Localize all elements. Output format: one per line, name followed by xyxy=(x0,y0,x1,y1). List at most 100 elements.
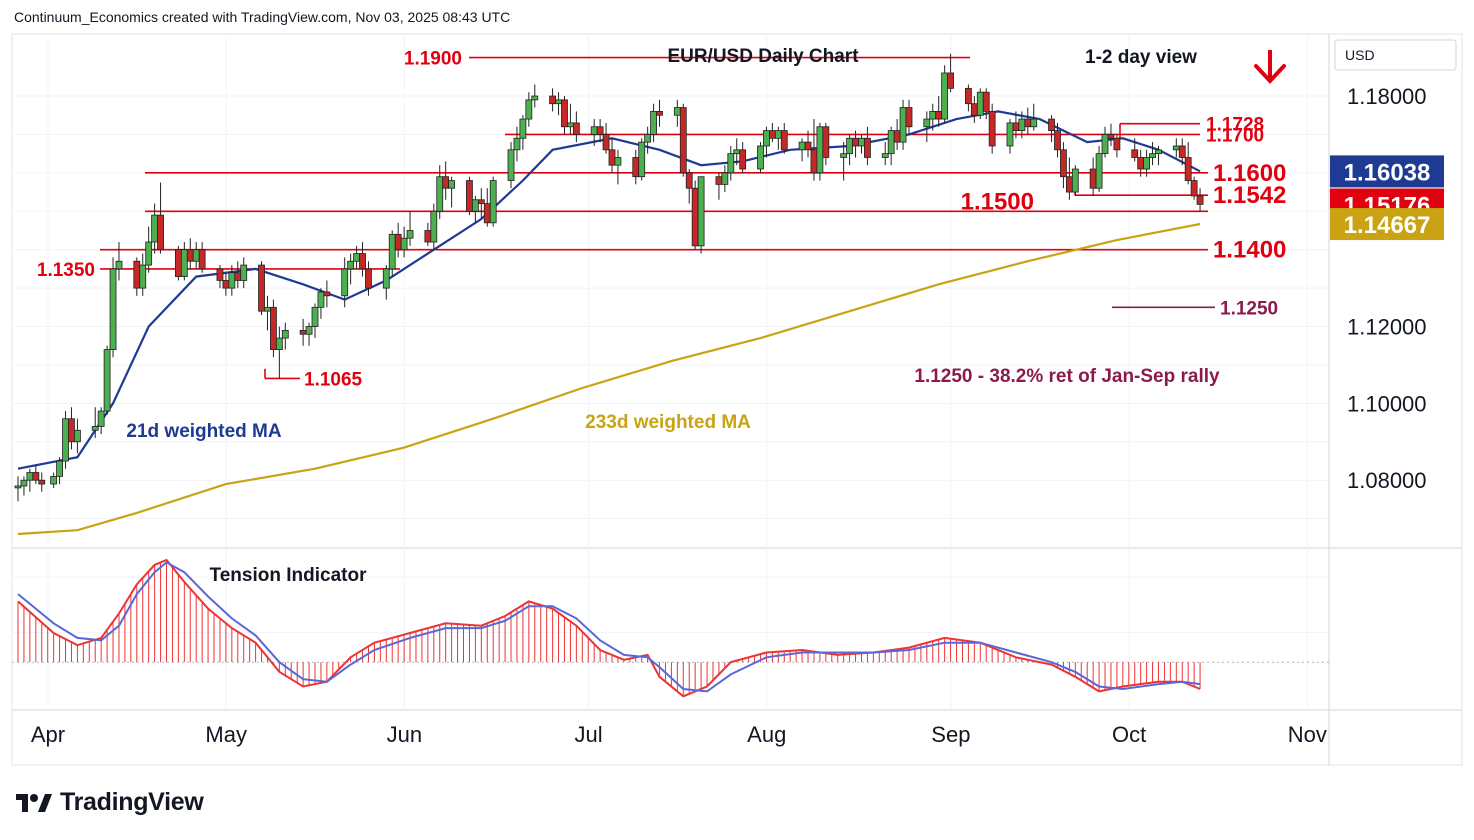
candle[interactable] xyxy=(424,222,432,246)
candle[interactable] xyxy=(608,138,616,173)
candle[interactable] xyxy=(157,182,164,254)
candle[interactable] xyxy=(549,88,556,112)
candle[interactable] xyxy=(691,180,699,250)
candle[interactable] xyxy=(757,142,764,173)
candle[interactable] xyxy=(240,257,248,289)
candle[interactable] xyxy=(798,138,806,162)
candle[interactable] xyxy=(679,103,687,177)
candle[interactable] xyxy=(62,411,69,469)
candle[interactable] xyxy=(139,253,147,296)
candle[interactable] xyxy=(466,176,473,216)
candle[interactable] xyxy=(1054,122,1061,158)
candle[interactable] xyxy=(673,99,681,127)
candle[interactable] xyxy=(596,119,604,143)
candle[interactable] xyxy=(768,122,776,143)
candle[interactable] xyxy=(234,261,242,289)
candle[interactable] xyxy=(26,468,34,492)
candle[interactable] xyxy=(299,318,307,346)
candle[interactable] xyxy=(1060,142,1067,189)
candle[interactable] xyxy=(471,195,479,223)
candle[interactable] xyxy=(38,472,46,492)
candle[interactable] xyxy=(1143,149,1150,177)
candle[interactable] xyxy=(656,99,663,127)
candle[interactable] xyxy=(186,238,194,269)
candle[interactable] xyxy=(1095,145,1103,193)
candle[interactable] xyxy=(685,169,693,204)
candle[interactable] xyxy=(1184,142,1192,185)
candle[interactable] xyxy=(1178,138,1186,166)
candle[interactable] xyxy=(774,126,782,150)
candle[interactable] xyxy=(192,242,200,269)
candle[interactable] xyxy=(614,149,622,185)
candle[interactable] xyxy=(347,253,355,285)
candle[interactable] xyxy=(976,88,984,120)
candle[interactable] xyxy=(341,257,349,308)
candle[interactable] xyxy=(763,126,770,158)
candle[interactable] xyxy=(899,99,907,150)
candle[interactable] xyxy=(174,245,182,281)
candle[interactable] xyxy=(430,203,438,250)
candle[interactable] xyxy=(103,345,111,415)
candle[interactable] xyxy=(1101,126,1109,158)
candle[interactable] xyxy=(650,103,657,143)
candle[interactable] xyxy=(1030,103,1038,131)
candle[interactable] xyxy=(56,457,63,485)
candle[interactable] xyxy=(394,222,402,258)
candle[interactable] xyxy=(864,126,871,166)
candle[interactable] xyxy=(406,211,414,246)
candle[interactable] xyxy=(507,142,515,189)
candle[interactable] xyxy=(965,84,972,112)
candle[interactable] xyxy=(1190,176,1198,200)
candle[interactable] xyxy=(50,472,58,488)
candle[interactable] xyxy=(602,122,610,154)
candle[interactable] xyxy=(525,92,533,127)
candle[interactable] xyxy=(258,261,265,316)
candle[interactable] xyxy=(1006,119,1014,154)
candle[interactable] xyxy=(840,142,848,181)
candle[interactable] xyxy=(1071,165,1079,196)
candle[interactable] xyxy=(1113,134,1121,158)
candle[interactable] xyxy=(281,322,289,350)
candle[interactable] xyxy=(905,99,913,135)
candle[interactable] xyxy=(739,142,747,173)
candle[interactable] xyxy=(970,96,978,123)
candle[interactable] xyxy=(1048,115,1055,143)
candle[interactable] xyxy=(519,115,527,150)
candle[interactable] xyxy=(923,111,931,143)
candle[interactable] xyxy=(858,134,865,154)
candle[interactable] xyxy=(317,288,325,319)
candle[interactable] xyxy=(935,96,943,127)
candle[interactable] xyxy=(477,188,485,219)
candle[interactable] xyxy=(893,119,901,150)
candle[interactable] xyxy=(881,142,889,166)
candle[interactable] xyxy=(810,119,818,181)
candle[interactable] xyxy=(270,299,277,358)
candle[interactable] xyxy=(572,111,580,143)
candle[interactable] xyxy=(365,261,372,296)
candle[interactable] xyxy=(727,145,735,181)
candle[interactable] xyxy=(74,418,81,454)
candle[interactable] xyxy=(305,322,313,346)
candle[interactable] xyxy=(382,265,390,300)
candle[interactable] xyxy=(531,84,539,108)
candle[interactable] xyxy=(513,126,521,162)
candle[interactable] xyxy=(448,176,456,208)
candle[interactable] xyxy=(721,165,729,193)
candle[interactable] xyxy=(97,407,105,435)
candle[interactable] xyxy=(822,122,830,166)
candle[interactable] xyxy=(264,295,271,331)
candle[interactable] xyxy=(715,172,723,200)
candle[interactable] xyxy=(20,476,28,496)
candle[interactable] xyxy=(1107,123,1115,146)
candle[interactable] xyxy=(1172,138,1180,158)
currency-selector[interactable] xyxy=(1334,39,1457,71)
candle[interactable] xyxy=(442,161,450,200)
candle[interactable] xyxy=(14,476,22,502)
candle[interactable] xyxy=(275,326,283,379)
candle[interactable] xyxy=(216,265,224,289)
candle[interactable] xyxy=(1196,188,1204,212)
candle[interactable] xyxy=(1024,107,1032,135)
candle[interactable] xyxy=(941,65,949,123)
candle[interactable] xyxy=(198,242,206,273)
